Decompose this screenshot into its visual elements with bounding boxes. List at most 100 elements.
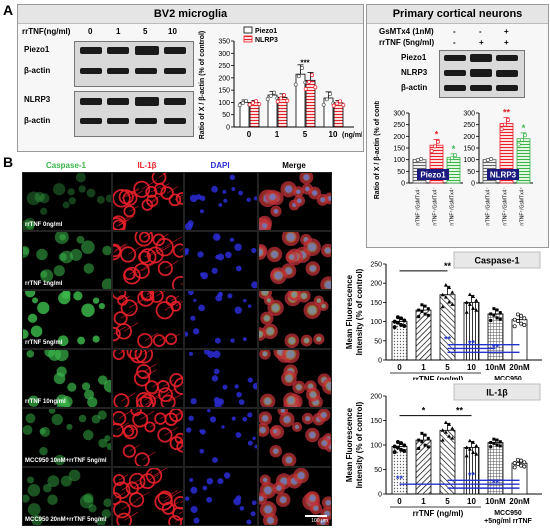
il1b-cell-11 (145, 468, 163, 484)
il1b-process-10 (167, 394, 182, 403)
il1b-process-10 (168, 501, 179, 509)
il-ytick-label-1: 50 (374, 467, 382, 474)
il1b-cell-11 (117, 294, 128, 306)
casp-cell-10 (88, 504, 97, 513)
merge-green-14 (320, 411, 328, 419)
casp-pt-0-7 (402, 318, 407, 323)
c0-ytick-label-4: 200 (393, 134, 405, 141)
casp-pt-5-6 (519, 321, 524, 326)
il1b-process-7 (170, 333, 181, 340)
il-xtick-label-5: 20nM (509, 497, 530, 506)
il1b-process-8 (132, 481, 144, 489)
blot-bands-c (444, 54, 518, 91)
dapi-nucleus-2 (206, 477, 214, 485)
dapi-nucleus-14 (247, 412, 253, 418)
il-xtick-label-0: 0 (397, 497, 402, 506)
dapi-nucleus-9 (212, 457, 218, 463)
dapi-nucleus-0 (218, 203, 223, 207)
casp-ytick-label-4: 200 (370, 281, 382, 288)
casp-pt-4-0 (489, 319, 493, 323)
casp-pt-2-6 (447, 299, 452, 304)
a-piezo-pt-2-1 (296, 74, 301, 79)
il1b-process-7 (116, 215, 134, 227)
il1b-cell-10 (157, 260, 173, 277)
il1b-process-3 (147, 472, 162, 482)
il-annotation-4: ** (492, 478, 500, 488)
dapi-nucleus-15 (246, 197, 251, 202)
casp-b-ylabel: Intensity (% of control) (355, 268, 364, 355)
casp-cell-3 (30, 325, 43, 338)
casp-annotation-1: ** (444, 335, 452, 345)
casp-cell-3 (66, 423, 73, 431)
merge-blue-10 (271, 304, 280, 312)
merge-green-15 (285, 232, 297, 243)
dapi-nucleus-0 (225, 251, 232, 259)
c-ylabel: Ratio of X / β-actin (% of control) (374, 101, 381, 199)
micrograph-2-0: rrTNF 5ng/ml (22, 290, 112, 349)
merge-blue-5 (316, 298, 321, 303)
c0-series-label: Piezo1 (420, 171, 446, 180)
dapi-nucleus-5 (243, 298, 247, 303)
c0-ytick-label-2: 100 (393, 157, 405, 164)
il-pt-2-7 (450, 426, 455, 430)
merge-blue-12 (271, 250, 278, 258)
merge-blue-12 (325, 500, 331, 506)
merge-blue-14 (262, 223, 268, 229)
il-ytick-label-0: 0 (378, 492, 382, 499)
a-ytick-label-1: 50 (222, 112, 230, 119)
merge-green-5 (316, 298, 322, 304)
casp-cell-15 (56, 394, 68, 407)
dapi-nucleus-15 (235, 495, 242, 501)
casp-pt-1-6 (423, 312, 427, 316)
merge-green-12 (285, 350, 297, 360)
micrograph-cells-2-2 (185, 291, 252, 344)
a-annotation-0: *** (300, 59, 310, 68)
dapi-nucleus-0 (214, 337, 221, 344)
il1b-process-12 (180, 500, 183, 504)
il1b-process-15 (143, 391, 160, 401)
merge-blue-3 (266, 327, 274, 335)
casp-pt-0-3 (402, 324, 407, 328)
il1b-cell-8 (113, 189, 131, 208)
c1-series-label: NLRP3 (490, 171, 517, 180)
c1-annotation-1: * (522, 123, 526, 133)
a-nlrp3-pt-2-1 (306, 80, 311, 84)
casp-pt-3-6 (471, 306, 476, 310)
a-piezo-pt-0-1 (240, 101, 245, 105)
merge-blue-10 (309, 265, 316, 272)
il-pt-2-0 (440, 438, 445, 442)
casp-pt-3-1 (467, 302, 472, 306)
col-header-caspase: Caspase-1 (45, 161, 87, 170)
micrograph-5-0: MCC950 20nM+rrTNF 5ng/ml (22, 467, 112, 526)
micrograph-2-1 (112, 290, 184, 349)
c1-pt-2-0 (516, 142, 521, 147)
merge-blue-9 (285, 456, 293, 464)
il1b-process-1 (158, 233, 169, 241)
merge-blue-9 (269, 193, 276, 201)
micrograph-cells-5-2 (185, 472, 257, 525)
blot-bands-a (80, 46, 186, 124)
casp-pt-3-0 (464, 310, 469, 314)
casp-cell-12 (54, 350, 69, 362)
micrograph-4-3 (258, 408, 332, 467)
dapi-nucleus-3 (211, 267, 218, 274)
casp-cell-0 (70, 248, 83, 261)
casp-cell-13 (83, 429, 94, 441)
a-piezo-pt-0-2 (244, 98, 249, 103)
merge-blue-15 (309, 494, 316, 502)
a-nlrp3-pt-2-3 (313, 85, 318, 90)
il-pt-1-5 (420, 431, 424, 435)
merge-green-6 (262, 477, 269, 483)
dapi-nucleus-8 (189, 194, 198, 203)
il-a-ylabel: Mean Fluorescence (345, 407, 354, 482)
merge-blue-13 (280, 496, 287, 503)
casp-cell-15 (83, 492, 94, 504)
c-blot-actin: β-actin (401, 83, 428, 92)
casp-cell-13 (86, 188, 96, 198)
il-pt-3-5 (467, 438, 472, 443)
micrograph-0-2 (184, 172, 258, 231)
il-b-ylabel: Intensity (% of control) (355, 401, 364, 488)
casp-pt-4-6 (495, 316, 499, 320)
il-pt-0-4 (392, 444, 397, 449)
il1b-cell-10 (120, 299, 138, 317)
